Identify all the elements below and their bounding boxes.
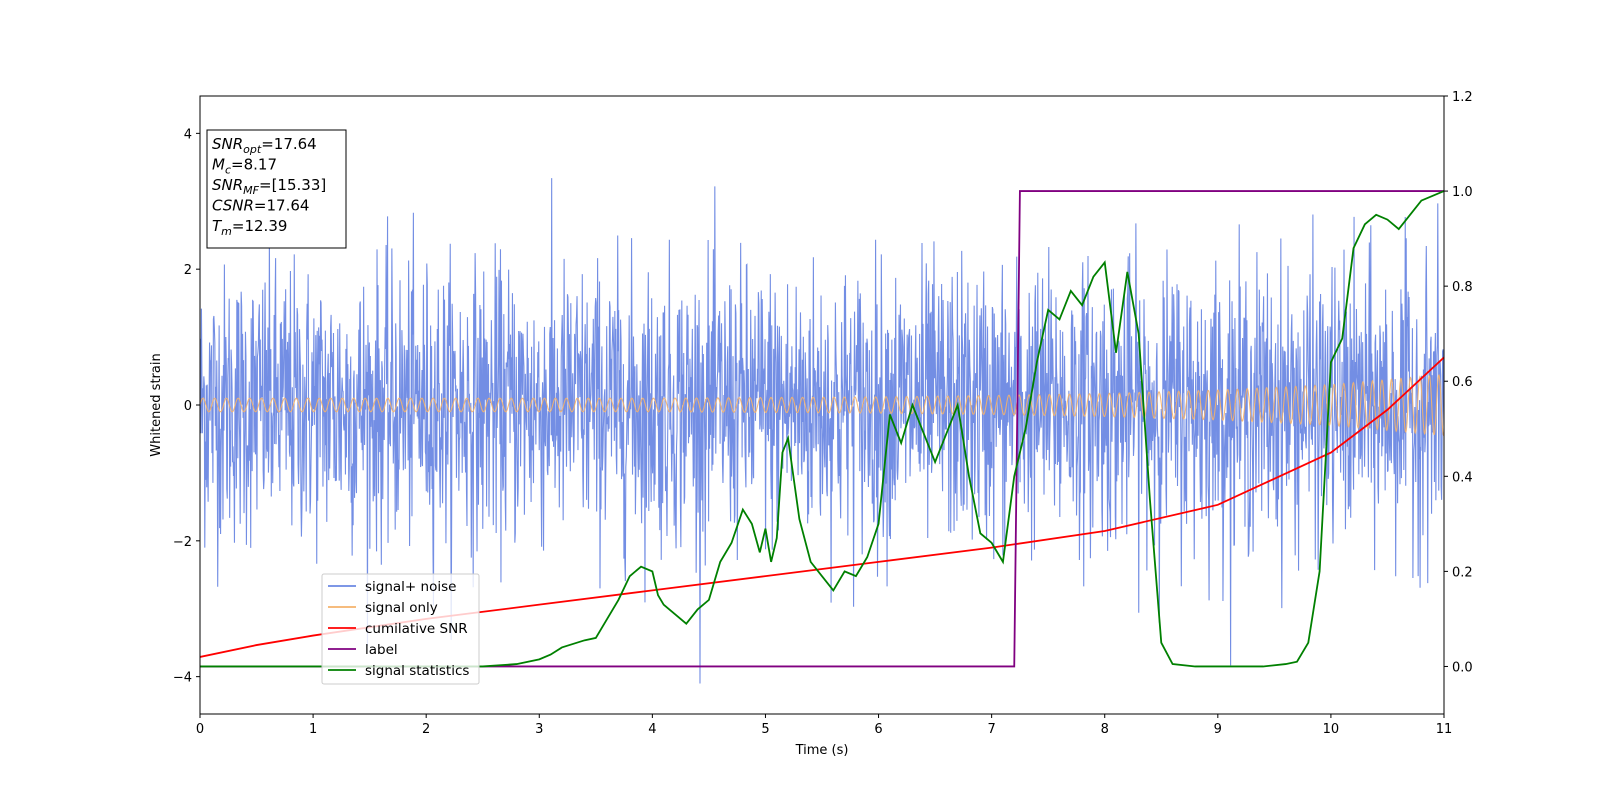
x-tick-label: 9 [1214,722,1222,737]
x-axis: 0 1 2 3 4 5 6 7 8 9 10 11 [196,714,1452,737]
series-signal-statistics [200,190,1444,668]
y-left-tick-label: 4 [184,127,192,142]
legend-label: signal+ noise [365,579,456,595]
x-tick-label: 7 [987,722,995,737]
x-tick-label: 6 [874,722,882,737]
x-tick-label: 0 [196,722,204,737]
series-signal-only [200,373,1444,437]
x-tick-label: 1 [309,722,317,737]
annotation-box-frame [206,129,347,249]
legend-label: label [365,642,398,658]
series-signal-noise [200,178,1444,684]
legend-label: signal only [365,600,438,616]
x-tick-label: 11 [1436,722,1453,737]
legend: signal+ noise signal only cumilative SNR la… [321,573,480,685]
annotation-line: Mc=8.17 [212,156,277,177]
y-right-tick-label: 0.4 [1452,470,1473,485]
y-axis-left: −4 −2 0 2 4 [173,127,200,686]
x-tick-label: 4 [648,722,656,737]
annotation-line: SNRMF=[15.33] [212,176,326,197]
y-right-tick-label: 0.6 [1452,375,1473,390]
legend-label: cumilative SNR [365,621,468,637]
x-tick-label: 3 [535,722,543,737]
y-left-tick-label: 0 [184,399,192,414]
x-tick-label: 5 [761,722,769,737]
legend-label: signal statistics [365,663,469,679]
y-right-tick-label: 1.2 [1452,90,1473,105]
y-right-tick-label: 0.0 [1452,660,1473,675]
legend-frame [321,573,480,685]
y-right-tick-label: 1.0 [1452,185,1473,200]
y-left-tick-label: −2 [173,535,192,550]
x-tick-label: 10 [1323,722,1340,737]
y-left-tick-label: 2 [184,263,192,278]
y-left-tick-label: −4 [173,671,192,686]
y-axis-label: Whitened strain [149,353,164,456]
annotation-line: CSNR=17.64 [212,197,309,215]
y-right-tick-label: 0.2 [1452,565,1473,580]
annotation-line: SNRopt=17.64 [212,135,317,156]
x-tick-label: 2 [422,722,430,737]
annotation-line: Tm=12.39 [212,217,287,238]
x-axis-label: Time (s) [795,743,849,758]
y-right-tick-label: 0.8 [1452,280,1473,295]
annotation-box: SNRopt=17.64Mc=8.17SNRMF=[15.33]CSNR=17.… [206,129,347,249]
series-label [200,190,1444,668]
y-axis-right: 0.0 0.2 0.4 0.6 0.8 1.0 1.2 [1444,90,1473,675]
x-tick-label: 8 [1101,722,1109,737]
